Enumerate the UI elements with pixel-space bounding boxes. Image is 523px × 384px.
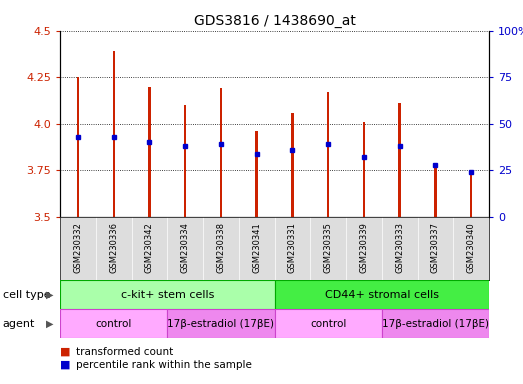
- Bar: [362, 122, 365, 217]
- Text: GSM230336: GSM230336: [109, 222, 118, 273]
- Bar: [77, 77, 79, 217]
- Text: CD44+ stromal cells: CD44+ stromal cells: [325, 290, 439, 300]
- Text: agent: agent: [3, 318, 35, 329]
- Text: 17β-estradiol (17βE): 17β-estradiol (17βE): [167, 318, 275, 329]
- Text: GSM230339: GSM230339: [359, 222, 368, 273]
- Text: control: control: [96, 318, 132, 329]
- Text: percentile rank within the sample: percentile rank within the sample: [76, 360, 252, 370]
- Bar: [275, 309, 382, 338]
- Text: cell type: cell type: [3, 290, 50, 300]
- Bar: [60, 309, 167, 338]
- Text: ▶: ▶: [46, 290, 53, 300]
- Text: GSM230332: GSM230332: [74, 222, 83, 273]
- Text: ■: ■: [60, 347, 71, 357]
- Bar: [327, 92, 329, 217]
- Text: GSM230333: GSM230333: [395, 222, 404, 273]
- Text: GSM230342: GSM230342: [145, 222, 154, 273]
- Bar: [148, 87, 151, 217]
- Text: ■: ■: [60, 360, 71, 370]
- Text: GSM230338: GSM230338: [217, 222, 225, 273]
- Bar: [167, 309, 275, 338]
- Text: GSM230335: GSM230335: [324, 222, 333, 273]
- Bar: [184, 105, 187, 217]
- Bar: [60, 280, 275, 309]
- Bar: [255, 131, 258, 217]
- Text: GSM230340: GSM230340: [467, 222, 475, 273]
- Bar: [275, 280, 489, 309]
- Bar: [220, 88, 222, 217]
- Bar: [382, 309, 489, 338]
- Text: control: control: [310, 318, 346, 329]
- Bar: [399, 103, 401, 217]
- Text: ▶: ▶: [46, 318, 53, 329]
- Text: GSM230331: GSM230331: [288, 222, 297, 273]
- Text: 17β-estradiol (17βE): 17β-estradiol (17βE): [382, 318, 489, 329]
- Bar: [112, 51, 115, 217]
- Text: transformed count: transformed count: [76, 347, 173, 357]
- Bar: [470, 170, 472, 217]
- Text: GSM230334: GSM230334: [181, 222, 190, 273]
- Bar: [434, 163, 437, 217]
- Bar: [291, 113, 294, 217]
- Text: GSM230337: GSM230337: [431, 222, 440, 273]
- Text: c-kit+ stem cells: c-kit+ stem cells: [121, 290, 214, 300]
- Text: GSM230341: GSM230341: [252, 222, 261, 273]
- Title: GDS3816 / 1438690_at: GDS3816 / 1438690_at: [194, 14, 356, 28]
